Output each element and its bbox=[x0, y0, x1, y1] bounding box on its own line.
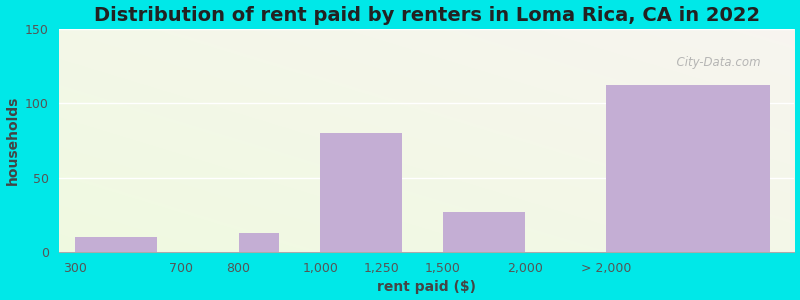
Y-axis label: households: households bbox=[6, 96, 19, 185]
Bar bbox=[606, 85, 770, 252]
X-axis label: rent paid ($): rent paid ($) bbox=[377, 280, 476, 294]
Text: City-Data.com: City-Data.com bbox=[670, 56, 761, 69]
Bar bbox=[75, 237, 157, 252]
Bar bbox=[320, 133, 402, 252]
Bar bbox=[238, 233, 279, 252]
Title: Distribution of rent paid by renters in Loma Rica, CA in 2022: Distribution of rent paid by renters in … bbox=[94, 6, 760, 25]
Bar bbox=[443, 212, 525, 252]
